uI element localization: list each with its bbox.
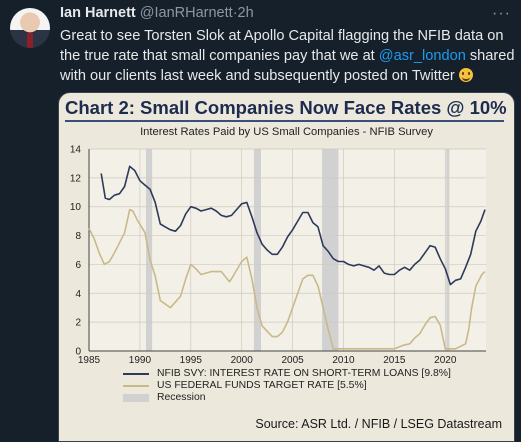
timestamp[interactable]: 2h — [237, 5, 254, 21]
chart-title: Chart 2: Small Companies Now Face Rates … — [65, 97, 507, 118]
y-tick-label-0: 0 — [75, 347, 81, 358]
legend-label-0: NFIB SVY: INTEREST RATE ON SHORT-TERM LO… — [157, 368, 451, 379]
legend-swatch-2 — [123, 394, 149, 402]
avatar[interactable] — [10, 8, 50, 48]
separator: · — [232, 5, 238, 21]
x-tick-label-1985: 1985 — [78, 355, 101, 366]
recession-band-2 — [322, 149, 339, 351]
author-handle[interactable]: @IanRHarnett — [139, 5, 233, 21]
y-tick-label-4: 4 — [75, 289, 81, 300]
legend-swatch-0 — [123, 373, 149, 375]
x-tick-label-2015: 2015 — [383, 355, 406, 366]
chart-source: Source: ASR Ltd. / NFIB / LSEG Datastrea… — [255, 417, 502, 431]
x-tick-label-2000: 2000 — [231, 355, 254, 366]
y-tick-label-10: 10 — [70, 202, 82, 213]
line-chart: 0 2 4 6 8 10 12 14 1985 1990 1995 2000 2005 2010 2015 2… — [70, 145, 486, 366]
chart-legend: NFIB SVY: INTEREST RATE ON SHORT-TERM LO… — [123, 368, 451, 404]
x-tick-label-2010: 2010 — [332, 355, 355, 366]
y-tick-label-2: 2 — [75, 318, 81, 329]
recession-band-3 — [446, 149, 450, 351]
recession-band-0 — [146, 149, 153, 351]
recession-band-1 — [253, 149, 262, 351]
tweet-header: Ian Harnett @IanRHarnett·2h — [60, 5, 254, 21]
y-tick-label-12: 12 — [70, 173, 82, 184]
y-tick-label-14: 14 — [70, 145, 82, 156]
chart-subtitle: Interest Rates Paid by US Small Companie… — [140, 126, 433, 138]
title-rule — [65, 120, 504, 122]
legend-label-2: Recession — [157, 392, 206, 403]
tweet-text-part-1: Great to see Torsten Slok at Apollo Capi… — [60, 28, 504, 64]
legend-entry-1: US FEDERAL FUNDS TARGET RATE [5.5%] — [123, 380, 451, 392]
tweet-text-part-2: shared with our clients last week and su… — [60, 48, 515, 84]
legend-label-1: US FEDERAL FUNDS TARGET RATE [5.5%] — [157, 380, 367, 391]
author-name[interactable]: Ian Harnett — [60, 5, 136, 21]
x-tick-label-1995: 1995 — [180, 355, 203, 366]
smiling-face-icon — [458, 68, 473, 82]
fed-funds-line — [88, 208, 486, 350]
legend-entry-2: Recession — [123, 392, 451, 404]
legend-entry-0: NFIB SVY: INTEREST RATE ON SHORT-TERM LO… — [123, 368, 451, 380]
y-tick-label-6: 6 — [75, 260, 81, 271]
more-dots-icon[interactable]: ··· — [492, 5, 511, 22]
plot-area — [89, 149, 486, 351]
nfib-rate-line — [100, 165, 486, 286]
y-tick-label-8: 8 — [75, 231, 81, 242]
x-tick-label-2020: 2020 — [434, 355, 457, 366]
mention-link[interactable]: @asr_london — [378, 48, 466, 64]
x-tick-label-1990: 1990 — [129, 355, 152, 366]
x-tick-label-2005: 2005 — [281, 355, 304, 366]
tweet-text: Great to see Torsten Slok at Apollo Capi… — [60, 26, 515, 86]
tweet-media-image[interactable]: Chart 2: Small Companies Now Face Rates … — [58, 92, 515, 442]
legend-swatch-1 — [123, 385, 149, 387]
